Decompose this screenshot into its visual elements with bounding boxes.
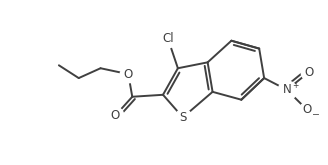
Text: N: N — [283, 83, 291, 96]
Text: Cl: Cl — [162, 32, 174, 45]
Text: O: O — [124, 68, 133, 81]
Text: O: O — [304, 66, 313, 79]
Text: O: O — [111, 109, 120, 122]
Text: +: + — [292, 82, 298, 90]
Text: S: S — [179, 111, 187, 124]
Text: −: − — [312, 109, 320, 118]
Text: O: O — [302, 103, 311, 116]
